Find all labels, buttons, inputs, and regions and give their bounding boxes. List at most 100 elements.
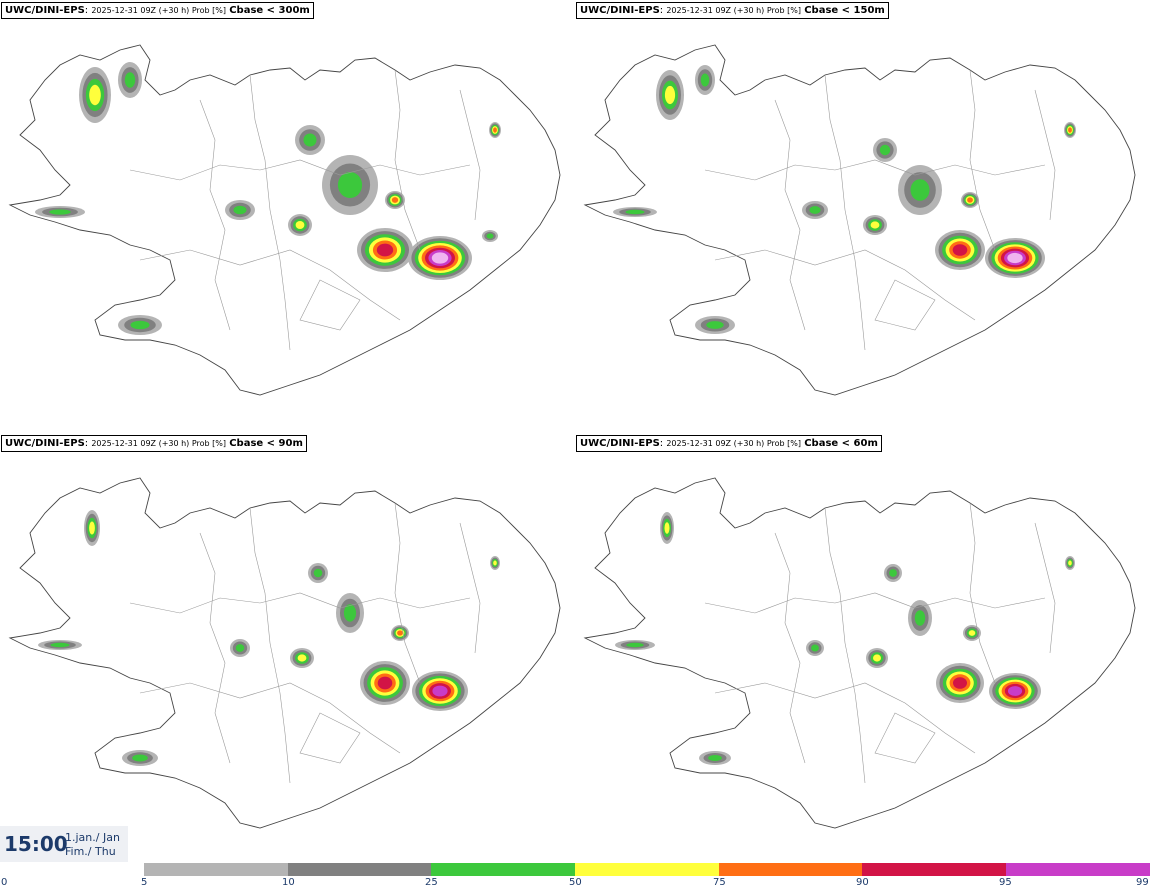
colorbar-segment-95-99 (1006, 863, 1150, 876)
region-boundary (199, 99, 231, 331)
colorbar-segment-90-95 (862, 863, 1006, 876)
probability-area (233, 205, 247, 215)
region-boundary (874, 279, 936, 331)
region-boundary (459, 89, 481, 221)
colorbar-tick-0: 0 (1, 877, 8, 888)
region-boundary (199, 532, 231, 764)
probability-area (873, 654, 881, 662)
colorbar-segment-50-75 (575, 863, 719, 876)
probability-area (50, 642, 70, 648)
panel-meta: 2025-12-31 09Z (+30 h) Prob [%] (666, 6, 802, 15)
valid-time: 15:00 (4, 832, 68, 856)
colorbar-tick-99: 99 (1136, 877, 1149, 888)
probability-area (397, 630, 403, 636)
probability-area (391, 197, 399, 203)
panel-model: UWC/DINI-EPS (580, 5, 660, 16)
probability-area (1007, 252, 1023, 264)
probability-area (493, 560, 497, 566)
colorbar-tick-10: 10 (282, 877, 295, 888)
probability-area (809, 206, 821, 214)
valid-time-box: 15:00 1.jan./ Jan Fim./ Thu (0, 826, 128, 862)
probability-area (625, 209, 645, 215)
probability-area (953, 677, 967, 689)
probability-area (376, 243, 394, 257)
iceland-map-60 (583, 477, 1136, 829)
region-boundary (714, 249, 976, 321)
region-boundary (824, 507, 866, 784)
region-boundary (824, 74, 866, 351)
region-boundary (139, 249, 401, 321)
coastline (8, 44, 561, 396)
probability-area (914, 610, 926, 626)
probability-area (431, 252, 449, 264)
region-boundary (459, 522, 481, 654)
probability-area (486, 233, 494, 239)
probability-area (1068, 127, 1072, 133)
map-panel-cbase-150: UWC/DINI-EPS: 2025-12-31 09Z (+30 h) Pro… (575, 0, 1150, 436)
map-panel-cbase-300: UWC/DINI-EPS: 2025-12-31 09Z (+30 h) Pro… (0, 0, 575, 436)
probability-area (337, 172, 363, 198)
colorbar-tick-75: 75 (713, 877, 726, 888)
colorbar-segment-75-90 (719, 863, 862, 876)
region-boundary (299, 712, 361, 764)
colorbar-segment-10-25 (288, 863, 431, 876)
colorbar-tick-5: 5 (141, 877, 148, 888)
region-boundary (704, 592, 1046, 614)
region-boundary (874, 712, 936, 764)
coastline (8, 477, 561, 829)
probability-area (432, 685, 448, 697)
panel-meta: 2025-12-31 09Z (+30 h) Prob [%] (666, 439, 802, 448)
probability-area (700, 73, 710, 87)
probability-area (879, 144, 891, 156)
panel-threshold: Cbase < 150m (804, 5, 885, 16)
probability-area (132, 754, 148, 762)
region-boundary (139, 682, 401, 754)
probability-area (626, 642, 644, 648)
colorbar-tick-50: 50 (569, 877, 582, 888)
probability-area (968, 630, 976, 636)
map-panel-cbase-90: UWC/DINI-EPS: 2025-12-31 09Z (+30 h) Pro… (0, 433, 575, 869)
probability-area (297, 654, 307, 662)
probability-area (1007, 686, 1023, 696)
probability-colorbar (144, 863, 1150, 876)
region-boundary (774, 532, 806, 764)
valid-date-line2: Fim./ Thu (65, 845, 116, 858)
region-boundary (394, 502, 421, 684)
panel-model: UWC/DINI-EPS (5, 5, 85, 16)
probability-area (811, 644, 819, 652)
colorbar-tick-95: 95 (999, 877, 1012, 888)
probability-area (49, 209, 71, 215)
probability-area (493, 127, 497, 133)
probability-area (870, 221, 880, 229)
colorbar-segment-25-50 (431, 863, 575, 876)
region-boundary (394, 69, 421, 251)
map-panel-cbase-60: UWC/DINI-EPS: 2025-12-31 09Z (+30 h) Pro… (575, 433, 1150, 869)
probability-area (664, 522, 670, 534)
probability-area (952, 244, 968, 256)
region-boundary (1034, 89, 1056, 221)
panel-meta: 2025-12-31 09Z (+30 h) Prob [%] (91, 6, 227, 15)
region-boundary (1034, 522, 1056, 654)
probability-area (343, 604, 357, 622)
region-boundary (969, 502, 996, 684)
probability-area (295, 221, 305, 229)
panel-threshold: Cbase < 300m (229, 5, 310, 16)
probability-area (124, 72, 136, 88)
region-boundary (129, 592, 471, 614)
probability-area (967, 197, 973, 203)
colorbar-segment-5-10 (144, 863, 288, 876)
probability-area (664, 85, 676, 105)
probability-area (235, 644, 245, 652)
probability-area (1068, 560, 1072, 566)
region-boundary (704, 159, 1046, 181)
iceland-map-300 (8, 44, 561, 396)
region-boundary (714, 682, 976, 754)
panel-threshold: Cbase < 60m (804, 438, 878, 449)
iceland-map-150 (583, 44, 1136, 396)
probability-area (708, 755, 722, 761)
panel-model: UWC/DINI-EPS (580, 438, 660, 449)
probability-area (889, 569, 897, 577)
probability-area (377, 676, 393, 690)
iceland-map-90 (8, 477, 561, 829)
panel-title-90: UWC/DINI-EPS: 2025-12-31 09Z (+30 h) Pro… (1, 435, 307, 452)
